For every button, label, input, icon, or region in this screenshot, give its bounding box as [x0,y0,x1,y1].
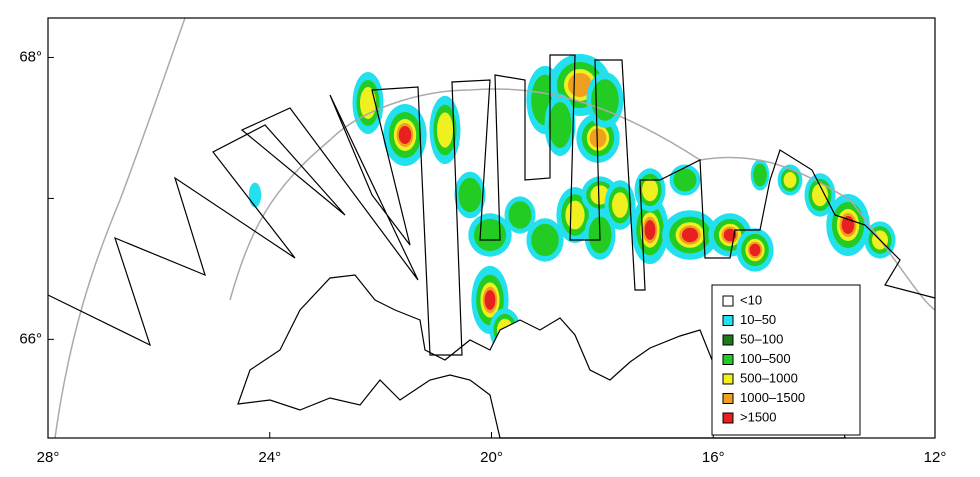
legend-swatch [722,315,734,326]
legend-label: 50–100 [740,331,783,346]
depth-contours [54,17,936,439]
density-patch [644,220,656,240]
density-patch [612,192,628,218]
legend-swatch [722,373,734,385]
density-patch [753,163,767,187]
density-patch [591,79,619,121]
density-patch [360,87,376,119]
legend-swatch [722,412,734,424]
density-patch [248,182,262,208]
density-patch [398,126,412,144]
legend-box [711,284,861,436]
density-patch [681,227,699,243]
legend-label: 10–50 [740,312,776,327]
density-patch [473,218,507,252]
coastline [237,274,846,439]
legend-label: 100–500 [740,351,791,366]
legend-label: 1000–1500 [740,390,805,405]
density-patch [642,178,658,202]
density-patch [565,200,585,230]
density-patch [783,172,797,188]
x-tick-label: 24° [258,449,281,466]
density-patch [812,183,828,207]
density-patch [673,168,697,192]
density-patch [589,128,607,148]
density-patch [548,102,572,148]
legend-label: 500–1000 [740,370,798,385]
legend-swatch [722,334,734,346]
y-tick-label: 66° [19,330,42,347]
legend: <10 10–50 50–100 100–500 500–1000 1000–1500 >1… [711,284,861,436]
contour [229,88,936,311]
density-patch [841,216,855,234]
density-patch [484,290,496,310]
contour [54,17,186,439]
y-tick-label: 68° [19,48,42,65]
density-patch [749,243,761,257]
density-patch [458,177,482,213]
legend-label: <10 [740,292,762,307]
x-tick-label: 20° [480,449,503,466]
density-patch [437,112,453,148]
x-tick-label: 12° [924,449,947,466]
density-patch [531,223,559,257]
x-tick-label: 28° [37,449,60,466]
density-patch [590,185,610,205]
axes: 28° 24° 20° 16° 12° 68° 66° [19,48,946,466]
legend-swatch [722,393,734,404]
x-tick-label: 16° [702,449,725,466]
density-patch [508,201,532,229]
legend-swatch [722,295,734,307]
legend-swatch [722,354,734,365]
density-layer [248,54,896,352]
legend-label: >1500 [740,409,777,424]
